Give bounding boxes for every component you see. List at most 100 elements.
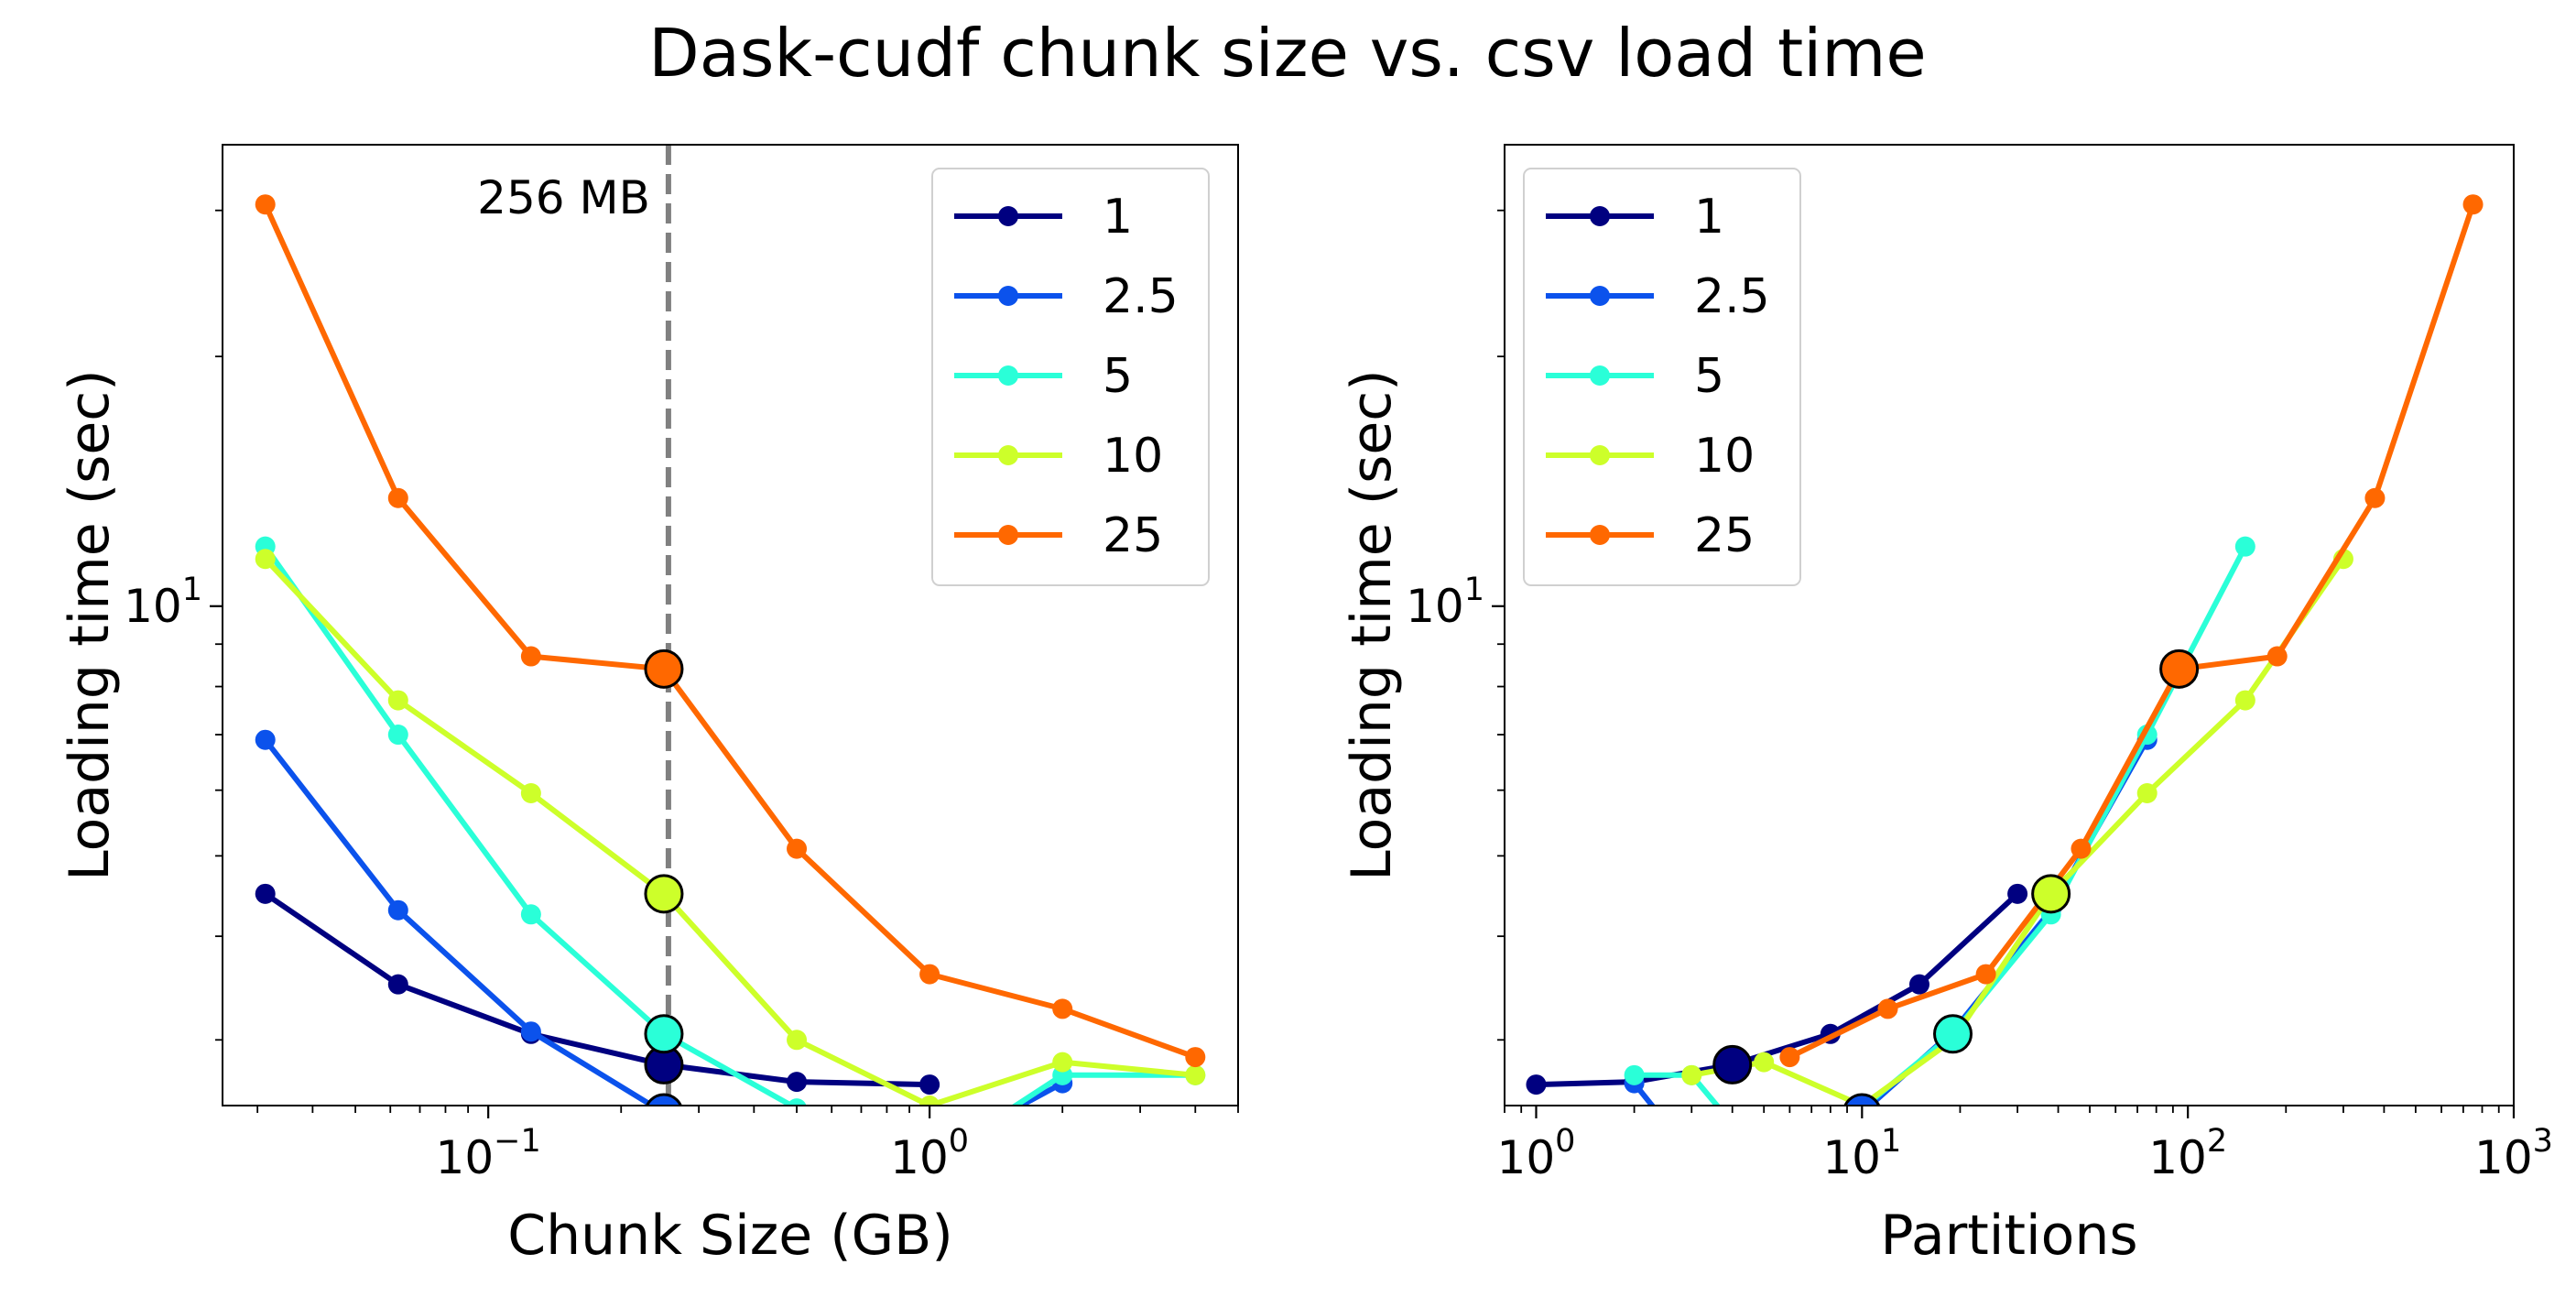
series-line-25 (1787, 202, 2476, 1061)
legend-swatch-marker (998, 445, 1018, 465)
data-point-25 (1975, 964, 1996, 985)
legend-swatch-marker (998, 525, 1018, 545)
legend-swatch-marker (1590, 286, 1610, 306)
legend-swatch-marker (1590, 525, 1610, 545)
x-tick-label: 102 (2148, 1123, 2227, 1184)
partitions-plot: 100 101 102 103 101 Partitions Loading time (s… (1340, 144, 2553, 1268)
data-point-1 (1908, 974, 1929, 995)
series-line-10 (262, 556, 1199, 1106)
data-point-5 (387, 725, 408, 746)
highlight-point-2.5 (645, 1093, 682, 1106)
legend-label: 25 (1103, 508, 1163, 563)
data-point-5 (787, 1098, 807, 1106)
series-line-1 (262, 890, 933, 1088)
data-point-10 (387, 690, 408, 711)
legend-swatch-marker (1590, 206, 1610, 226)
x-tick-label: 10−1 (436, 1123, 541, 1184)
data-point-10 (1754, 1052, 1775, 1073)
data-point-1 (387, 974, 408, 995)
data-point-25 (387, 487, 408, 508)
data-point-1 (2007, 883, 2028, 904)
highlight-point-25 (2159, 648, 2200, 689)
data-point-25 (1877, 998, 1898, 1019)
legend-swatch-marker (998, 286, 1018, 306)
data-point-25 (2266, 646, 2288, 667)
data-point-10 (1681, 1064, 1702, 1085)
plot-frame (1504, 144, 2515, 1106)
y-tick-label: 101 (1406, 572, 1484, 633)
data-point-25 (1185, 1047, 1206, 1068)
highlight-point-10 (644, 874, 684, 914)
highlight-point-10 (2031, 874, 2071, 914)
y-tick-label: 101 (124, 572, 202, 633)
plot-area (1526, 194, 2484, 1106)
data-point-25 (1779, 1047, 1800, 1068)
legend-label: 5 (1103, 349, 1133, 404)
data-point-5 (520, 904, 541, 925)
legend-swatch-marker (998, 365, 1018, 386)
plot-area (255, 145, 1206, 1106)
data-point-10 (919, 1095, 940, 1106)
reference-line-label: 256 MB (477, 171, 650, 224)
data-point-10 (2234, 690, 2255, 711)
x-axis-label: Partitions (1880, 1204, 2137, 1268)
legend-box (1523, 168, 1801, 586)
series-line-1 (1533, 890, 2021, 1088)
legend-label: 10 (1103, 429, 1163, 484)
series-line-5 (262, 543, 1199, 1106)
data-point-1 (255, 883, 276, 904)
data-point-10 (1185, 1064, 1206, 1085)
data-point-25 (787, 838, 808, 859)
x-tick-label: 100 (1497, 1123, 1576, 1184)
y-axis-label: Loading time (sec) (58, 369, 122, 880)
data-point-25 (520, 646, 541, 667)
x-tick-label: 101 (1822, 1123, 1901, 1184)
data-point-25 (2071, 838, 2092, 859)
legend: 1 2.5 5 10 25 (1523, 168, 1801, 586)
data-point-10 (255, 549, 276, 570)
data-point-10 (520, 782, 541, 803)
data-point-2.5 (387, 899, 408, 921)
y-axis-label: Loading time (sec) (1340, 369, 1404, 880)
data-point-1 (919, 1074, 940, 1095)
data-point-1 (787, 1072, 808, 1093)
legend-box (931, 168, 1210, 586)
series-line-25 (262, 202, 1199, 1061)
legend: 1 2.5 5 10 25 (931, 168, 1210, 586)
data-point-2.5 (520, 1021, 541, 1042)
highlight-point-1 (1712, 1044, 1753, 1084)
legend-swatch-marker (998, 206, 1018, 226)
legend-label: 1 (1103, 190, 1133, 245)
legend-label: 25 (1694, 508, 1755, 563)
data-point-25 (2462, 194, 2484, 215)
data-point-1 (1526, 1074, 1547, 1095)
legend-label: 2.5 (1694, 269, 1770, 324)
series-line-10 (1689, 556, 2346, 1106)
x-tick-label: 103 (2474, 1123, 2553, 1184)
legend-label: 1 (1694, 190, 1724, 245)
highlight-point-5 (644, 1014, 684, 1054)
legend-label: 5 (1694, 349, 1724, 404)
data-point-10 (1052, 1052, 1073, 1073)
data-point-25 (255, 194, 276, 215)
x-axis-label: Chunk Size (GB) (507, 1204, 953, 1268)
x-tick-label: 100 (890, 1123, 969, 1184)
highlight-point-25 (644, 648, 684, 689)
data-point-10 (787, 1030, 808, 1051)
data-point-5 (1624, 1064, 1645, 1085)
legend-label: 2.5 (1103, 269, 1179, 324)
legend-swatch-marker (1590, 365, 1610, 386)
data-point-25 (1052, 998, 1073, 1019)
plot-frame (222, 144, 1239, 1106)
highlight-point-5 (1933, 1014, 1973, 1054)
highlight-point-2.5 (1843, 1093, 1881, 1106)
data-point-10 (2136, 782, 2158, 803)
data-point-2.5 (255, 729, 276, 750)
data-point-25 (2364, 487, 2386, 508)
data-point-25 (919, 964, 940, 985)
figure-title: Dask-cudf chunk size vs. csv load time (648, 15, 1926, 92)
legend-swatch-marker (1590, 445, 1610, 465)
